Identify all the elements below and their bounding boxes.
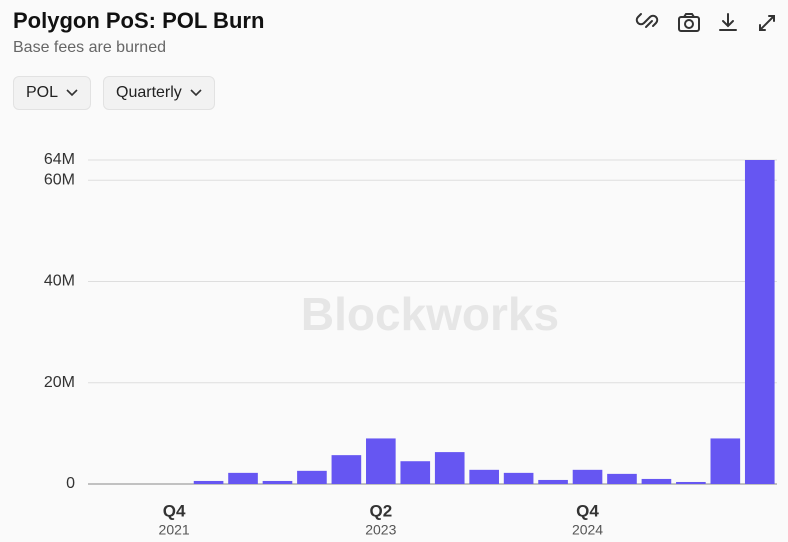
x-tick-sublabel: 2021 [159, 522, 190, 538]
x-tick-sublabel: 2023 [365, 522, 396, 538]
chevron [190, 89, 202, 97]
x-tick-label: Q4 [163, 501, 186, 520]
camera-icon[interactable] [678, 13, 700, 32]
x-tick-sublabel: 2024 [572, 522, 603, 538]
y-tick-label: 0 [66, 475, 75, 492]
bar [572, 469, 603, 484]
link-icon[interactable] [635, 13, 659, 28]
toolbar-icons [635, 13, 775, 32]
bar [434, 452, 465, 484]
bar [297, 470, 327, 484]
watermark: Blockworks [301, 288, 559, 340]
bar [503, 472, 534, 484]
y-tick-label: 64M [44, 151, 75, 168]
bar [469, 469, 499, 484]
bar [744, 160, 775, 484]
bar [262, 480, 293, 484]
x-tick-label: Q2 [369, 501, 392, 520]
bar [400, 461, 431, 484]
download-icon[interactable] [719, 13, 737, 31]
bar [676, 481, 706, 484]
dropdown-label: Quarterly [116, 84, 182, 101]
y-tick-label: 60M [44, 171, 75, 188]
chevron [66, 89, 78, 97]
expand-icon[interactable] [759, 15, 775, 31]
y-tick-label: 40M [44, 273, 75, 290]
bar [228, 472, 258, 484]
asset-dropdown[interactable]: POL [13, 76, 92, 110]
bar [366, 438, 396, 484]
bar [710, 438, 741, 484]
bar [641, 478, 672, 484]
period-dropdown[interactable]: Quarterly [103, 76, 215, 110]
subtitle: Base fees are burned [13, 39, 166, 56]
title: Polygon PoS: POL Burn [13, 8, 265, 33]
bar [331, 455, 362, 484]
dropdown-label: POL [26, 84, 59, 101]
x-tick-label: Q4 [576, 501, 599, 520]
bar [193, 480, 224, 484]
bar [607, 473, 637, 484]
y-tick-label: 20M [44, 374, 75, 391]
bar [538, 479, 568, 484]
